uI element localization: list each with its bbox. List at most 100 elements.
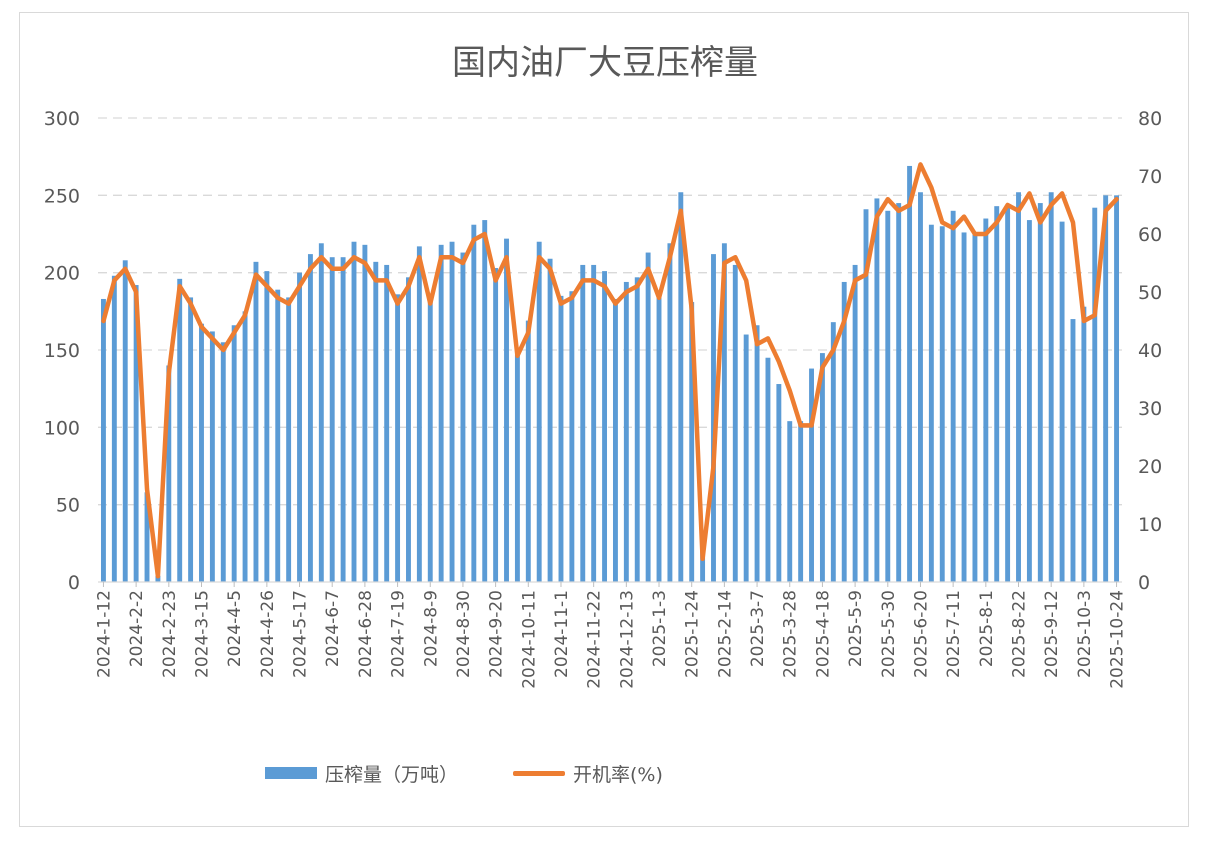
y-right-tick-label: 70 [1138, 166, 1162, 188]
bar [645, 252, 651, 582]
bar [1037, 203, 1043, 583]
bar [819, 353, 825, 582]
bar [918, 192, 923, 583]
y-left-tick-label: 150 [44, 340, 80, 362]
bar [111, 275, 117, 582]
legend-item-operating-rate: 开机率(%) [513, 760, 663, 787]
x-tick-label: 2024-3-15 [192, 590, 212, 678]
bar [177, 278, 183, 582]
x-tick-label: 2025-8-1 [977, 590, 997, 667]
bar [776, 384, 782, 582]
bar [199, 323, 204, 582]
chart-title: 国内油厂大豆压榨量 [452, 43, 758, 83]
x-tick-label: 2024-11-22 [585, 590, 605, 689]
x-tick-label: 2025-10-3 [1075, 590, 1095, 678]
y-left-tick-label: 300 [44, 108, 80, 130]
x-tick-label: 2024-8-9 [421, 590, 441, 667]
bar [155, 575, 161, 582]
x-tick-label: 2024-2-23 [160, 590, 180, 678]
bar [765, 357, 771, 582]
bar [700, 551, 706, 582]
bar [438, 244, 444, 582]
x-tick-label: 2024-6-28 [356, 590, 376, 678]
x-tick-label: 2025-5-9 [846, 590, 866, 667]
x-tick-label: 2025-1-3 [650, 590, 670, 667]
legend-item-crush-volume: 压榨量（万吨） [265, 760, 458, 787]
x-tick-label: 2025-3-7 [748, 590, 768, 667]
bar [689, 302, 695, 582]
bar [1081, 306, 1087, 582]
line-series-operating-rate [101, 162, 1119, 579]
bar [754, 325, 760, 582]
bar [1026, 220, 1032, 582]
bar [711, 254, 716, 582]
y-right-tick-label: 80 [1138, 108, 1162, 130]
bar [449, 241, 455, 582]
bar [362, 244, 368, 582]
bar [798, 421, 804, 582]
bar [907, 165, 913, 583]
bar [351, 241, 357, 582]
x-tick-label: 2024-4-26 [258, 590, 278, 678]
bar [994, 206, 1000, 582]
legend-label-operating-rate: 开机率(%) [573, 763, 663, 786]
bar [961, 232, 967, 582]
legend-line-swatch [513, 770, 566, 776]
x-tick-label: 2024-4-5 [225, 590, 245, 667]
bar [427, 294, 433, 582]
bar [482, 220, 488, 582]
bar [634, 277, 640, 582]
bar [373, 261, 379, 582]
x-tick-label: 2025-8-22 [1010, 590, 1030, 678]
bar [972, 234, 978, 582]
bar [1005, 207, 1011, 582]
x-tick-label: 2024-8-30 [454, 590, 474, 678]
bar [547, 258, 553, 582]
bar [874, 198, 880, 582]
bar [928, 224, 934, 582]
y-right-tick-label: 0 [1138, 572, 1150, 594]
bar [504, 238, 509, 582]
bar [809, 368, 814, 582]
bar [275, 289, 281, 582]
bar [460, 252, 466, 582]
bar [885, 210, 891, 583]
bar [1114, 195, 1120, 583]
bar [602, 271, 608, 582]
y-left-tick-label: 0 [68, 572, 80, 594]
bar [830, 322, 836, 582]
bar [852, 264, 858, 582]
bar [1070, 319, 1076, 582]
bar [406, 277, 411, 582]
x-tick-label: 2025-10-24 [1108, 590, 1128, 689]
y-left-tick-label: 100 [44, 417, 80, 439]
bar [1059, 221, 1065, 583]
x-tick-label: 2025-4-18 [813, 590, 833, 678]
bar [297, 272, 302, 582]
bar [395, 294, 401, 582]
bar [525, 320, 531, 582]
bar [329, 257, 335, 582]
bar [667, 243, 673, 582]
y-right-tick-label: 10 [1138, 514, 1162, 536]
x-tick-label: 2025-3-28 [781, 590, 801, 678]
bar [188, 297, 194, 582]
bar [591, 264, 597, 582]
bar [253, 261, 259, 582]
bar [242, 311, 248, 582]
bar [416, 246, 422, 582]
y-right-tick-label: 20 [1138, 456, 1162, 478]
bar [1048, 192, 1054, 583]
x-tick-label: 2024-7-19 [389, 590, 409, 678]
bar [558, 295, 564, 582]
bar [209, 331, 215, 582]
y-left-tick-label: 200 [44, 263, 80, 285]
x-tick-label: 2024-6-7 [323, 590, 343, 667]
bar [841, 281, 847, 582]
bar [950, 210, 956, 583]
bar [569, 291, 575, 582]
y-left-tick-label: 50 [56, 495, 80, 517]
bar [732, 264, 738, 582]
x-tick-label: 2025-9-12 [1042, 590, 1062, 678]
